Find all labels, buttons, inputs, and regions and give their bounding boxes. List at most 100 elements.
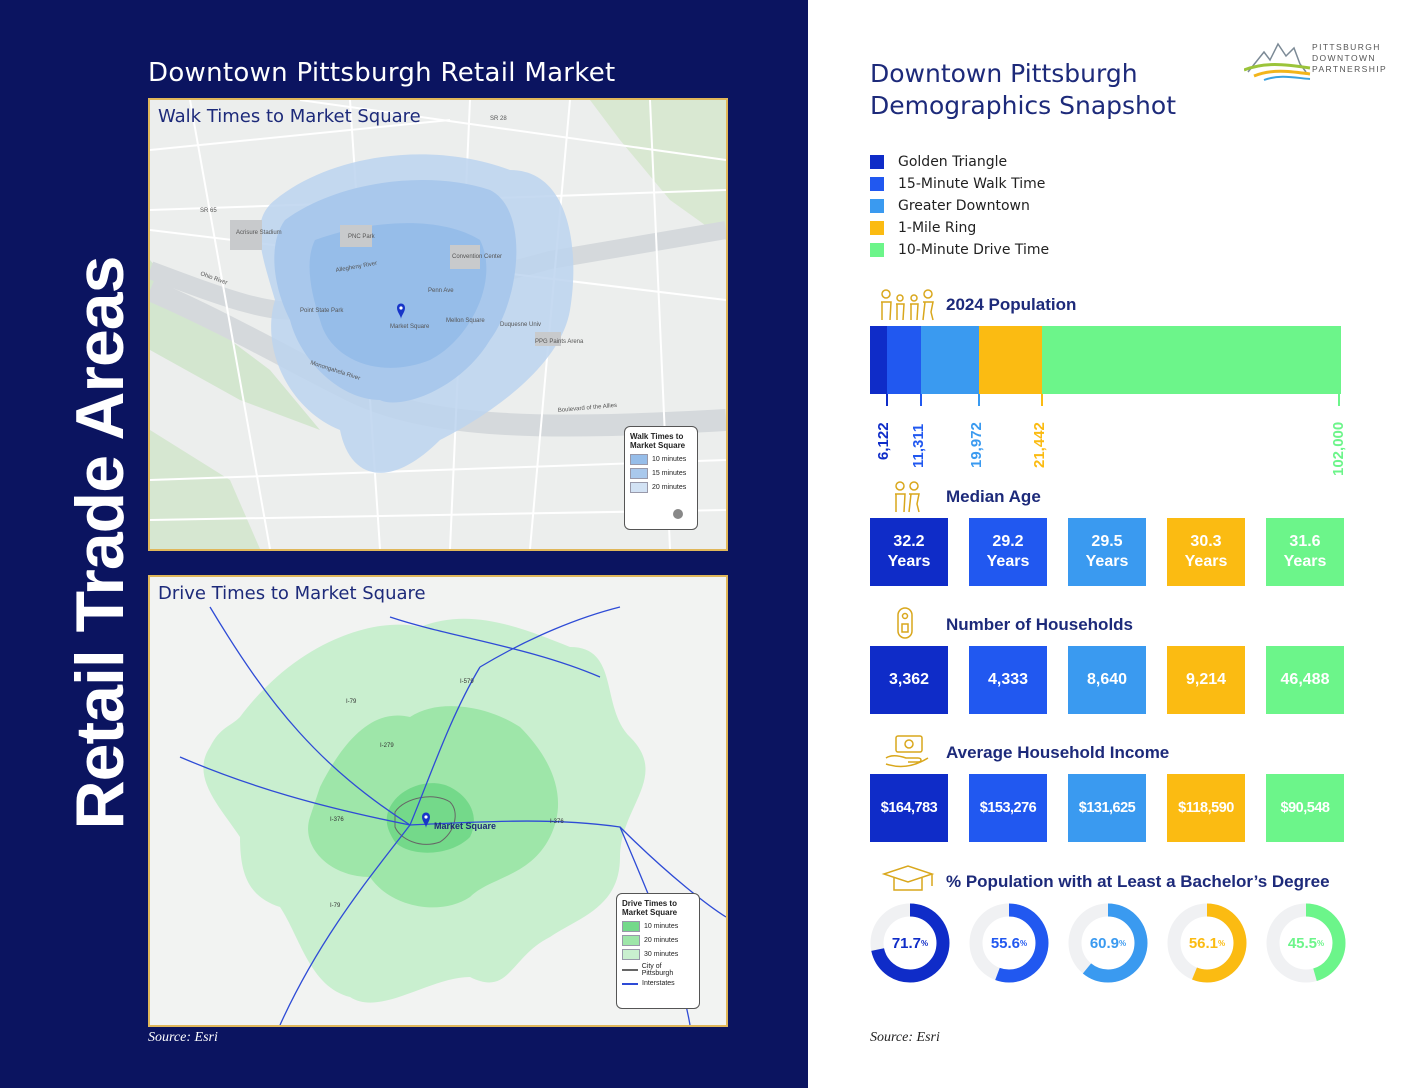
road-label: I-79 [346, 699, 357, 705]
pop-seg-1-mile [979, 326, 1042, 394]
stadium-block [230, 220, 262, 250]
drive-map-legend: Drive Times to Market Square 10 minutes … [616, 893, 700, 1009]
donut-suffix: % [1119, 938, 1127, 948]
donut-suffix: % [1218, 938, 1226, 948]
family-icon [881, 289, 934, 321]
drive-map-title: Drive Times to Market Square [158, 583, 426, 604]
pop-seg-greater-downtown [921, 326, 979, 394]
population-title: 2024 Population [946, 295, 1077, 314]
map-label: Penn Ave [428, 288, 454, 294]
donut-arc [969, 903, 1049, 983]
income-tile-walk: $153,276 [969, 774, 1047, 842]
drive-legend-row: 10 minutes [622, 921, 694, 932]
drive-legend-row: Interstates [622, 980, 694, 987]
donut-walk [969, 903, 1049, 983]
households-tile-1-mile: 9,214 [1167, 646, 1245, 714]
retail-market-heading: Downtown Pittsburgh Retail Market [148, 58, 616, 88]
households-tile-greater-downtown: 8,640 [1068, 646, 1146, 714]
city-boundary [394, 796, 456, 845]
map-label: Market Square [390, 324, 430, 330]
road-label: I-579 [460, 679, 474, 685]
vertical-title: Retail Trade Areas [62, 256, 138, 830]
age-tile-golden-triangle: 32.2 Years [870, 518, 948, 586]
pop-tick [1041, 394, 1043, 406]
market-square-marker [422, 812, 430, 828]
legend-10-min-drive: 10-Minute Drive Time [870, 239, 1049, 261]
park-area [590, 100, 726, 240]
right-source: Source: Esri [870, 1030, 940, 1045]
donut-suffix: % [921, 938, 929, 948]
donut-arc [1266, 903, 1346, 983]
pop-label-greater-downtown: 19,972 [968, 422, 985, 468]
map-label: Point State Park [300, 308, 344, 314]
donut-golden-triangle [870, 903, 950, 983]
left-source: Source: Esri [148, 1030, 218, 1045]
legend-1-mile-ring: 1-Mile Ring [870, 217, 1049, 239]
donut-value: 56.1 [1188, 934, 1219, 952]
money-hand-icon [885, 735, 929, 768]
income-tile-greater-downtown: $131,625 [1068, 774, 1146, 842]
heading-line-1: Downtown Pittsburgh [870, 59, 1138, 88]
donut-arc [1167, 903, 1247, 983]
geography-legend: Golden Triangle 15-Minute Walk Time Grea… [870, 151, 1049, 261]
road-label: I-79 [330, 903, 341, 909]
road-label: I-376 [330, 817, 344, 823]
map-label: Mellon Square [446, 318, 485, 324]
map-label: PNC Park [348, 234, 376, 240]
graduation-cap-icon [881, 865, 935, 891]
donut-value: 60.9 [1089, 934, 1120, 952]
pop-seg-drive [1042, 326, 1341, 394]
convention-block [450, 245, 480, 269]
pdp-logo-text: PITTSBURGH DOWNTOWN PARTNERSHIP [1312, 42, 1388, 74]
map-label: Convention Center [452, 254, 502, 260]
donut-1-mile [1167, 903, 1247, 983]
market-square-marker [397, 303, 405, 319]
map-label: PPG Paints Arena [535, 339, 584, 345]
walk-map-legend: Walk Times to Market Square 10 minutes 1… [624, 426, 698, 530]
age-tile-drive: 31.6 Years [1266, 518, 1344, 586]
north-arrow-icon [673, 509, 683, 519]
households-title: Number of Households [946, 615, 1134, 634]
donut-suffix: % [1317, 938, 1325, 948]
income-tile-golden-triangle: $164,783 [870, 774, 948, 842]
arena-block [535, 332, 561, 346]
pop-seg-walk [887, 326, 921, 394]
donut-label-golden-triangle: 71.7% [870, 903, 950, 983]
pdp-logo-icon [1244, 42, 1311, 81]
couple-icon [895, 481, 920, 513]
map-label: SR 28 [490, 116, 507, 122]
pop-label-1-mile: 21,442 [1031, 422, 1048, 468]
population-bar [870, 326, 1341, 394]
road-label: I-279 [380, 743, 394, 749]
legend-golden-triangle: Golden Triangle [870, 151, 1049, 173]
heading-line-2: Demographics Snapshot [870, 91, 1176, 120]
drive-legend-row: 30 minutes [622, 949, 694, 960]
median-age-title: Median Age [946, 487, 1041, 506]
donut-value: 55.6 [990, 934, 1021, 952]
donut-arc [870, 903, 950, 983]
donut-label-1-mile: 56.1% [1167, 903, 1247, 983]
donut-arc [1068, 903, 1148, 983]
park-area [150, 260, 320, 430]
households-tile-golden-triangle: 3,362 [870, 646, 948, 714]
walk-legend-row: 15 minutes [630, 468, 692, 479]
drive-legend-title: Drive Times to Market Square [622, 899, 678, 917]
donut-label-walk: 55.6% [969, 903, 1049, 983]
pop-tick [1338, 394, 1340, 406]
map-label: Duquesne Univ [500, 322, 541, 328]
donut-value: 45.5 [1287, 934, 1318, 952]
pop-seg-golden-triangle [870, 326, 887, 394]
map-label: Boulevard of the Allies [558, 403, 618, 414]
donut-value: 71.7 [891, 934, 922, 952]
legend-greater-downtown: Greater Downtown [870, 195, 1049, 217]
pop-label-walk: 11,311 [910, 423, 927, 468]
drive-times-map: I-79 I-279 I-376 I-376 I-579 I-79 Market… [148, 575, 728, 1027]
donut-label-drive: 45.5% [1266, 903, 1346, 983]
pop-tick [886, 394, 888, 406]
donut-suffix: % [1020, 938, 1028, 948]
road-label: I-376 [550, 819, 564, 825]
walk-times-map: Acrisure Stadium PNC Park Allegheny Rive… [148, 98, 728, 551]
households-tile-walk: 4,333 [969, 646, 1047, 714]
pop-label-golden-triangle: 6,122 [875, 422, 892, 460]
demographics-heading: Downtown Pittsburgh Demographics Snapsho… [870, 58, 1176, 122]
